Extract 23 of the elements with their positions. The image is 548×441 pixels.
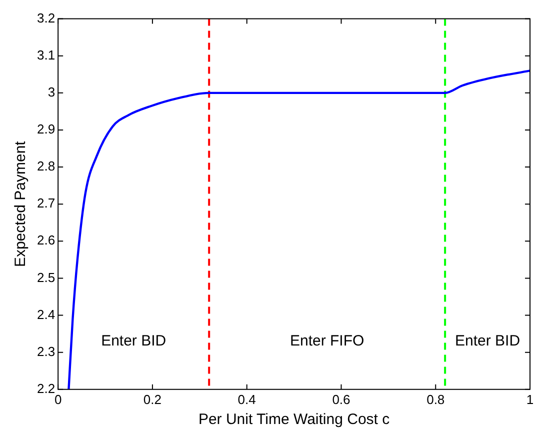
y-tick-label: 3.2: [36, 10, 56, 26]
x-tick-label: 0.4: [238, 392, 256, 407]
x-tick-label: 1: [526, 392, 534, 407]
y-tick-label: 2.7: [36, 196, 56, 211]
y-tick-label: 2.6: [36, 232, 56, 248]
y-tick-label: 2.9: [36, 122, 56, 137]
line-series: [68, 70, 530, 390]
x-tick-label: 0.8: [426, 392, 445, 407]
y-tick-label: 2.5: [36, 270, 56, 285]
y-tick-label: 3: [48, 84, 56, 100]
y-tick-label: 3.1: [36, 47, 56, 62]
annotation: Enter BID: [101, 332, 166, 350]
annotation: Enter FIFO: [290, 332, 364, 350]
y-axis-title: Expected Payment: [12, 140, 30, 268]
x-tick-label: 0.2: [143, 392, 162, 407]
y-tick-label: 2.2: [36, 380, 56, 396]
x-axis-title: Per Unit Time Waiting Cost c: [198, 411, 390, 428]
y-tick-label: 2.4: [36, 306, 56, 322]
y-tick-label: 2.8: [36, 158, 56, 174]
x-tick-label: 0.6: [332, 392, 350, 407]
x-tick-label: 0: [54, 392, 62, 407]
annotation: Enter BID: [455, 332, 520, 350]
y-tick-label: 2.3: [36, 344, 56, 359]
